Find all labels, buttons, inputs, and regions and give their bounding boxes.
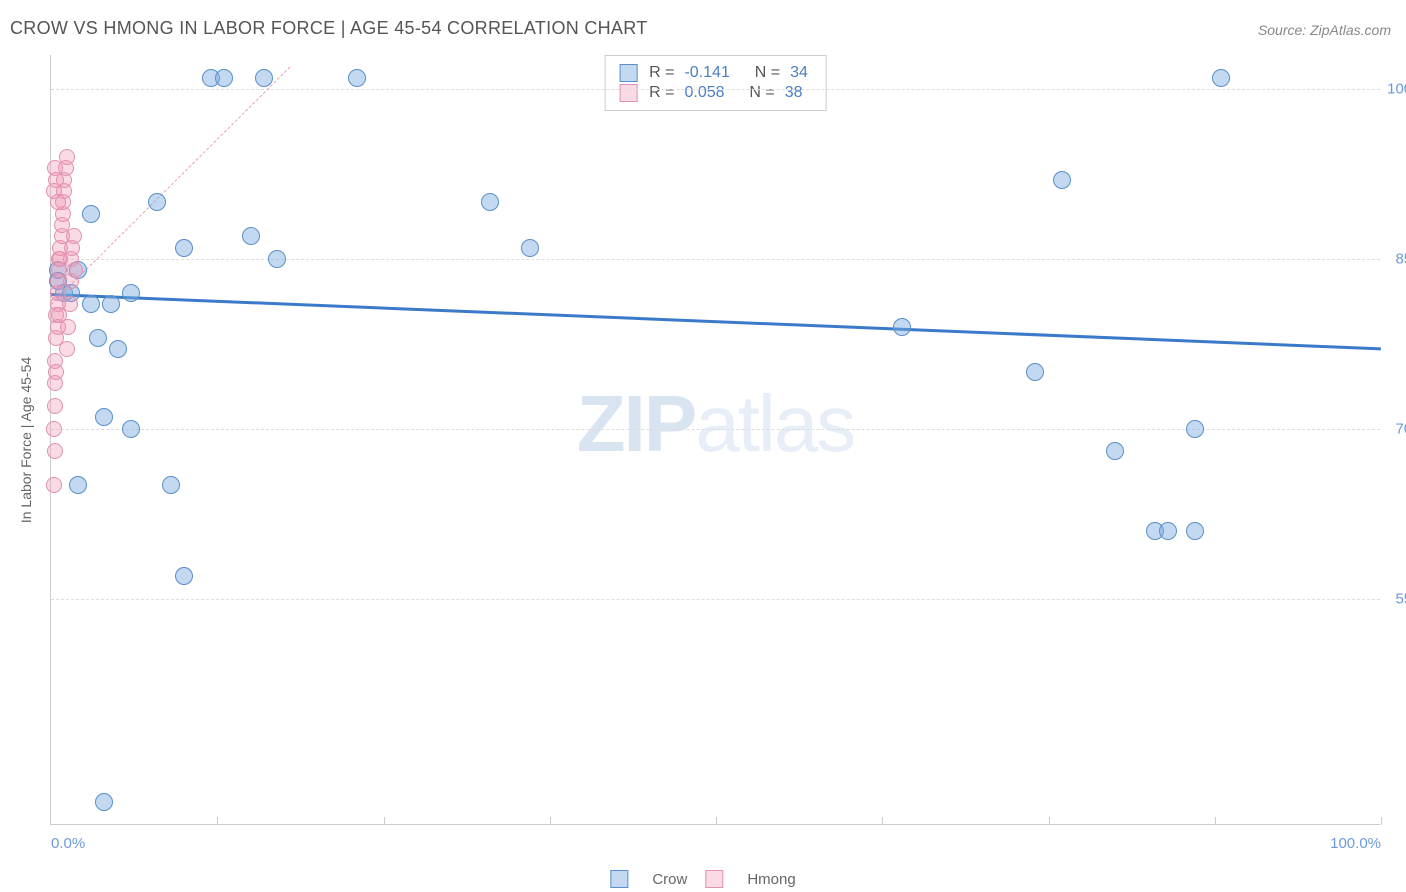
legend-label: Hmong: [747, 871, 795, 888]
x-tick-label: 100.0%: [1330, 835, 1381, 852]
data-point-crow: [1053, 171, 1071, 189]
legend-swatch: [610, 870, 628, 888]
r-label: R =: [649, 84, 674, 102]
data-point-hmong: [50, 194, 66, 210]
plot-area: ZIPatlas R =-0.141 N =34R =0.058 N =38 5…: [50, 55, 1380, 825]
n-label: N =: [755, 64, 780, 82]
x-tick-label: 0.0%: [51, 835, 85, 852]
n-value: 34: [790, 64, 808, 82]
chart-container: CROW VS HMONG IN LABOR FORCE | AGE 45-54…: [0, 0, 1406, 892]
y-axis-label: In Labor Force | Age 45-54: [18, 357, 34, 523]
data-point-crow: [122, 420, 140, 438]
data-point-crow: [893, 318, 911, 336]
x-tick: [1381, 817, 1382, 825]
x-tick: [716, 817, 717, 825]
data-point-crow: [1212, 69, 1230, 87]
y-tick-label: 55.0%: [1395, 590, 1406, 607]
data-point-crow: [82, 205, 100, 223]
data-point-crow: [175, 239, 193, 257]
data-point-hmong: [48, 364, 64, 380]
n-label: N =: [749, 84, 774, 102]
data-point-hmong: [51, 307, 67, 323]
data-point-crow: [82, 295, 100, 313]
n-value: 38: [785, 84, 803, 102]
gridline: [51, 89, 1380, 90]
legend-swatch: [705, 870, 723, 888]
chart-title: CROW VS HMONG IN LABOR FORCE | AGE 45-54…: [10, 18, 648, 39]
legend-label: Crow: [652, 871, 687, 888]
data-point-hmong: [66, 228, 82, 244]
x-tick: [1049, 817, 1050, 825]
data-point-crow: [348, 69, 366, 87]
legend-swatch: [619, 64, 637, 82]
r-value: 0.058: [684, 84, 724, 102]
data-point-crow: [268, 250, 286, 268]
data-point-crow: [162, 476, 180, 494]
data-point-crow: [215, 69, 233, 87]
data-point-crow: [242, 227, 260, 245]
data-point-crow: [1186, 522, 1204, 540]
y-tick-label: 100.0%: [1387, 80, 1406, 97]
r-label: R =: [649, 64, 674, 82]
data-point-crow: [109, 340, 127, 358]
data-point-crow: [521, 239, 539, 257]
data-point-hmong: [59, 341, 75, 357]
gridline: [51, 259, 1380, 260]
data-point-crow: [95, 408, 113, 426]
correlation-legend: R = -0.141 N = 34 R = 0.058 N = 38: [604, 55, 827, 111]
legend-swatch: [619, 84, 637, 102]
data-point-hmong: [46, 477, 62, 493]
data-point-crow: [481, 193, 499, 211]
y-tick-label: 70.0%: [1395, 420, 1406, 437]
data-point-crow: [122, 284, 140, 302]
r-value: -0.141: [684, 64, 729, 82]
data-point-crow: [95, 793, 113, 811]
data-point-crow: [175, 567, 193, 585]
watermark-light: atlas: [695, 379, 854, 468]
trend-line-crow: [51, 293, 1381, 350]
data-point-hmong: [47, 443, 63, 459]
source-label: Source: ZipAtlas.com: [1258, 22, 1391, 38]
series-legend: Crow Hmong: [610, 870, 795, 888]
watermark-bold: ZIP: [577, 379, 695, 468]
data-point-hmong: [48, 172, 64, 188]
legend-row: R = 0.058 N = 38: [619, 84, 812, 102]
data-point-hmong: [46, 421, 62, 437]
gridline: [51, 429, 1380, 430]
data-point-hmong: [67, 262, 83, 278]
x-tick: [384, 817, 385, 825]
x-tick: [882, 817, 883, 825]
data-point-hmong: [47, 398, 63, 414]
watermark: ZIPatlas: [577, 378, 854, 470]
data-point-crow: [1106, 442, 1124, 460]
x-tick: [1215, 817, 1216, 825]
y-tick-label: 85.0%: [1395, 250, 1406, 267]
data-point-crow: [102, 295, 120, 313]
data-point-crow: [1159, 522, 1177, 540]
x-tick: [550, 817, 551, 825]
trend-line-hmong: [51, 66, 291, 304]
gridline: [51, 599, 1380, 600]
data-point-crow: [89, 329, 107, 347]
data-point-crow: [148, 193, 166, 211]
data-point-crow: [69, 476, 87, 494]
data-point-crow: [1026, 363, 1044, 381]
legend-row: R = -0.141 N = 34: [619, 64, 812, 82]
x-tick: [217, 817, 218, 825]
data-point-crow: [1186, 420, 1204, 438]
data-point-crow: [255, 69, 273, 87]
